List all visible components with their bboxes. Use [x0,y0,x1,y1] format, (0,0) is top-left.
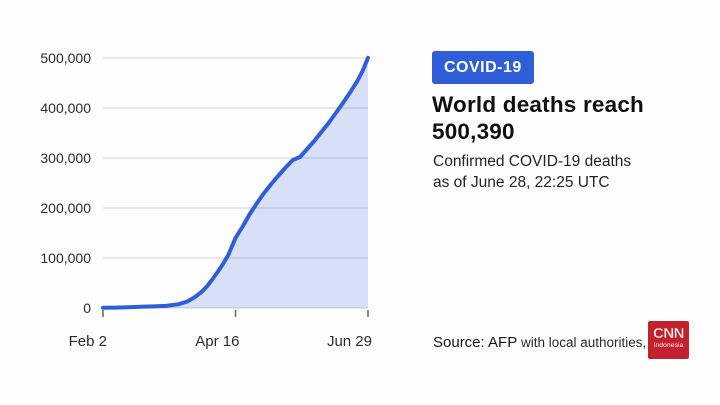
area-fill [103,57,368,308]
y-axis-label: 400,000 [40,100,91,116]
subheadline: Confirmed COVID-19 deaths as of June 28, … [433,151,683,193]
x-axis-label: Jun 29 [327,333,372,350]
x-axis-label: Apr 16 [195,333,239,350]
source-attribution: Source: AFP with local authorities, J [433,334,647,352]
y-axis-label: 100,000 [40,250,91,266]
subheadline-line2: as of June 28, 22:25 UTC [433,174,610,191]
headline-line1: World deaths reach [432,92,644,117]
y-axis-label: 500,000 [40,50,91,66]
cnn-logo-region: Indonesia [653,342,684,349]
subheadline-line1: Confirmed COVID-19 deaths [433,153,632,170]
source-label: Source: AFP [433,334,518,351]
covid-deaths-area-chart: 0 100,000 200,000 300,000 400,000 500,000 Feb … [40,50,372,350]
y-axis-label: 0 [83,300,91,316]
y-axis-label: 300,000 [40,150,91,166]
deaths-line [101,55,370,310]
headline: World deaths reach 500,390 [432,91,692,145]
cnn-indonesia-logo: CNN Indonesia [648,321,689,359]
y-axis-label: 200,000 [40,200,91,216]
covid19-badge: COVID-19 [432,51,534,84]
source-detail: with local authorities, J [517,335,647,350]
x-axis-label: Feb 2 [69,333,107,350]
cnn-logo-text: CNN [653,325,685,342]
headline-line2: 500,390 [432,119,515,144]
